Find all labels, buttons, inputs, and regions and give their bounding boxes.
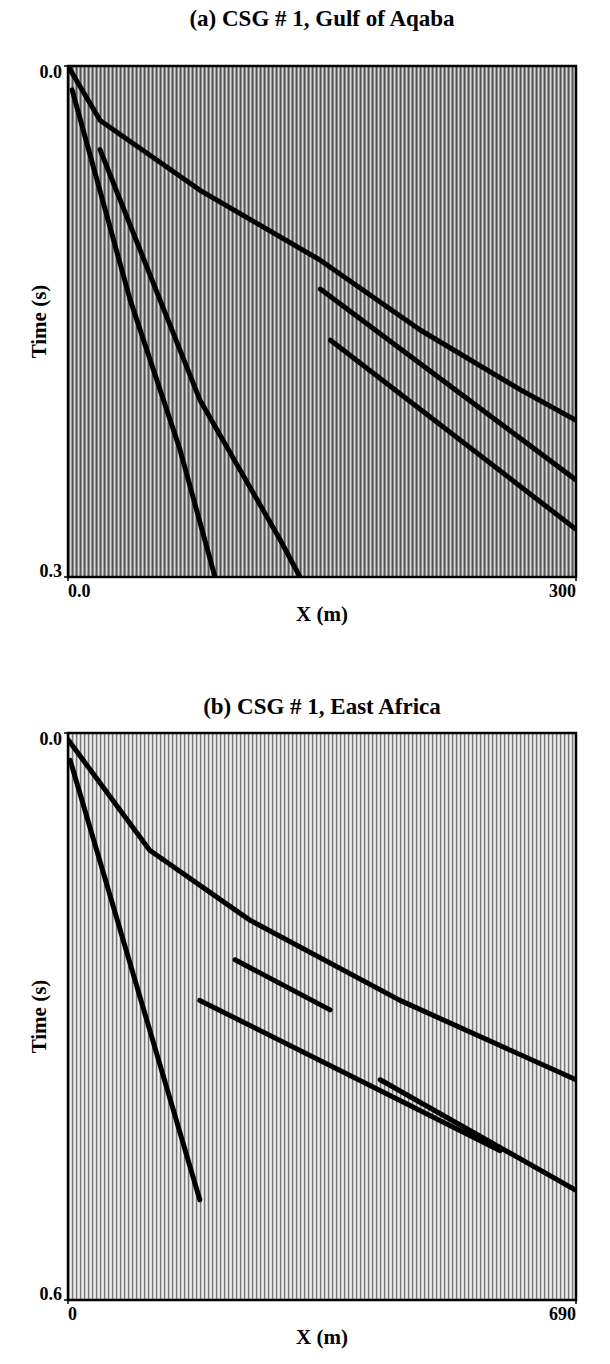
x-tick-label: 300	[549, 581, 576, 601]
figure: (a) CSG # 1, Gulf of Aqaba0.03000.00.3X …	[0, 0, 610, 1364]
seismic-event	[72, 90, 215, 577]
seismic-event	[380, 1080, 576, 1191]
seismic-event	[70, 760, 200, 1199]
seismic-event	[100, 150, 300, 578]
y-tick-label: 0.6	[40, 1284, 63, 1304]
seismic-event	[320, 289, 576, 480]
y-axis-title: Time (s)	[27, 980, 51, 1054]
panel: (b) CSG # 1, East Africa 0 690 0.0 0.6 X (m) T…	[27, 694, 576, 1349]
panel: (a) CSG # 1, Gulf of Aqaba0.03000.00.3X …	[27, 6, 576, 626]
y-tick-label: 0.0	[40, 729, 63, 749]
y-tick-label: 0.0	[40, 62, 63, 82]
x-axis-title: X (m)	[296, 602, 348, 626]
y-tick-label: 0.3	[40, 561, 63, 581]
frame	[68, 733, 576, 1300]
title: (a) CSG # 1, Gulf of Aqaba	[189, 6, 455, 31]
seismic-event	[331, 340, 577, 529]
title: (b) CSG # 1, East Africa	[203, 694, 441, 719]
x-tick-label: 690	[549, 1304, 576, 1324]
y-tick	[64, 576, 68, 578]
seismic-event	[68, 66, 576, 420]
trace-background	[68, 66, 576, 577]
x-axis-title: X (m)	[296, 1325, 348, 1349]
y-axis-title: Time (s)	[27, 285, 51, 359]
x-tick-label: 0.0	[68, 581, 91, 601]
trace-background	[68, 733, 576, 1300]
y-tick	[64, 65, 68, 67]
y-tick	[64, 1299, 68, 1301]
seismic-event	[235, 960, 330, 1010]
seismic-event	[200, 1000, 500, 1150]
y-tick	[64, 732, 68, 734]
events	[68, 740, 576, 1200]
seismic-event	[68, 740, 576, 1080]
frame	[68, 66, 576, 577]
events	[68, 66, 576, 577]
x-tick-label: 0	[68, 1304, 77, 1324]
